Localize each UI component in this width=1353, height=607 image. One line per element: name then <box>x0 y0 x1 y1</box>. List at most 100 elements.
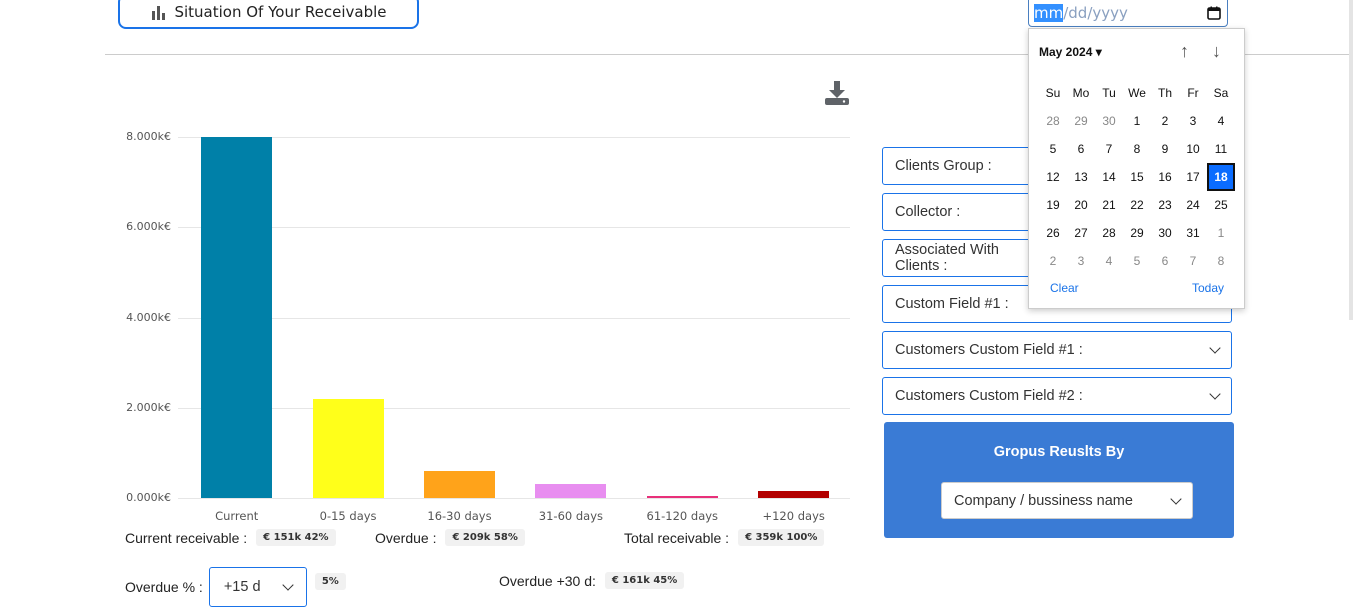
overdue-pct-select-value: +15 d <box>223 579 261 595</box>
gridline <box>178 137 850 138</box>
overdue-pct-select[interactable]: +15 d <box>208 567 307 607</box>
calendar-day[interactable]: 28 <box>1102 226 1116 240</box>
y-tick-label: 0.000k€ <box>126 491 171 504</box>
x-tick-label: Current <box>215 509 259 523</box>
calendar-day[interactable]: 15 <box>1130 170 1144 184</box>
bar-31-60-days[interactable] <box>535 484 607 498</box>
next-month-arrow-icon[interactable]: ↓ <box>1212 41 1221 61</box>
calendar-day[interactable]: 30 <box>1158 226 1172 240</box>
filter-label: Customers Custom Field #2 : <box>895 388 1083 404</box>
calendar-popup: May 2024 ▾ ↑ ↓ Su Mo Tu We Th Fr Sa 28 29 30 1 2 3 4 5… <box>1028 28 1245 309</box>
overdue-30-value: € 161k 45% <box>604 572 685 589</box>
calendar-day[interactable]: 3 <box>1189 114 1197 128</box>
date-input[interactable]: mm/dd/yyyy <box>1028 0 1228 27</box>
x-tick-label: +120 days <box>762 509 825 523</box>
calendar-day[interactable]: 4 <box>1105 254 1113 268</box>
total-receivable-label: Total receivable : <box>624 529 730 546</box>
calendar-day[interactable]: 30 <box>1102 114 1116 128</box>
current-receivable-label: Current receivable : <box>125 529 248 546</box>
calendar-day[interactable]: 3 <box>1077 254 1085 268</box>
overdue-summary: Overdue : € 209k 58% <box>375 529 525 546</box>
month-year-picker[interactable]: May 2024 ▾ <box>1039 45 1102 59</box>
calendar-day[interactable]: 23 <box>1158 198 1172 212</box>
calendar-day[interactable]: 5 <box>1133 254 1141 268</box>
divider <box>105 54 1353 55</box>
clear-button[interactable]: Clear <box>1050 281 1079 295</box>
calendar-icon[interactable] <box>1207 6 1221 20</box>
calendar-day[interactable]: 6 <box>1161 254 1169 268</box>
y-tick-label: 6.000k€ <box>126 220 171 234</box>
calendar-day[interactable]: 28 <box>1046 114 1060 128</box>
gridline <box>178 317 850 319</box>
calendar-day[interactable]: 19 <box>1046 198 1060 212</box>
calendar-day[interactable]: 2 <box>1161 114 1169 128</box>
calendar-day[interactable]: 24 <box>1186 198 1200 212</box>
filter-label: Associated With Clients : <box>895 242 999 274</box>
situation-receivable-button[interactable]: Situation Of Your Receivable <box>118 0 419 29</box>
overdue-value: € 209k 58% <box>445 529 525 546</box>
calendar-day[interactable]: 7 <box>1105 142 1113 156</box>
calendar-day[interactable]: 27 <box>1074 226 1088 240</box>
calendar-day[interactable]: 14 <box>1102 170 1116 184</box>
calendar-day[interactable]: 8 <box>1133 142 1141 156</box>
overdue-pct-value: 5% <box>314 573 346 590</box>
weekday-header: Su <box>1045 86 1061 100</box>
calendar-day[interactable]: 16 <box>1158 170 1172 184</box>
calendar-day[interactable]: 17 <box>1186 170 1200 184</box>
bar-current[interactable] <box>201 137 273 498</box>
download-icon[interactable] <box>824 80 850 106</box>
weekday-header: Fr <box>1187 86 1199 100</box>
calendar-day[interactable]: 8 <box>1217 254 1225 268</box>
filter-customers-custom-field-1[interactable]: Customers Custom Field #1 : <box>882 331 1232 369</box>
calendar-day[interactable]: 25 <box>1214 198 1228 212</box>
group-results-value: Company / bussiness name <box>954 492 1133 509</box>
date-rest-segments[interactable]: /dd/yyyy <box>1063 4 1128 22</box>
calendar-day[interactable]: 5 <box>1049 142 1057 156</box>
calendar-day[interactable]: 9 <box>1161 142 1169 156</box>
bar-16-30-days[interactable] <box>424 470 495 498</box>
bar-61-120-days[interactable] <box>646 496 718 498</box>
calendar-day[interactable]: 31 <box>1186 226 1200 240</box>
chevron-down-icon <box>1170 492 1182 505</box>
weekday-header: Mo <box>1072 86 1090 100</box>
gridline <box>178 227 850 229</box>
calendar-day[interactable]: 12 <box>1046 170 1060 184</box>
date-month-segment[interactable]: mm <box>1034 4 1064 22</box>
chevron-down-icon <box>1209 388 1221 400</box>
total-receivable-value: € 359k 100% <box>738 529 825 546</box>
chevron-down-icon <box>1209 342 1221 354</box>
calendar-day[interactable]: 20 <box>1074 198 1088 212</box>
calendar-day[interactable]: 1 <box>1133 114 1141 128</box>
scrollbar[interactable] <box>1349 0 1353 320</box>
bar--120-days[interactable] <box>758 491 830 498</box>
calendar-day[interactable]: 11 <box>1214 142 1228 156</box>
calendar-day[interactable]: 26 <box>1046 226 1060 240</box>
calendar-day[interactable]: 6 <box>1077 142 1085 156</box>
calendar-day[interactable]: 29 <box>1074 114 1088 128</box>
bar-0-15-days[interactable] <box>312 398 384 498</box>
calendar-day[interactable]: 22 <box>1130 198 1144 212</box>
previous-month-arrow-icon[interactable]: ↑ <box>1180 41 1189 61</box>
today-button[interactable]: Today <box>1192 281 1225 295</box>
filter-customers-custom-field-2[interactable]: Customers Custom Field #2 : <box>882 377 1232 415</box>
situation-label: Situation Of Your Receivable <box>174 2 387 21</box>
calendar-day[interactable]: 29 <box>1130 226 1144 240</box>
calendar-grid: Su Mo Tu We Th Fr Sa 28 29 30 1 2 3 4 5 6 7 8 9 10 11 12 13 14 1… <box>1039 79 1235 275</box>
group-results-select[interactable]: Company / bussiness name <box>941 482 1193 519</box>
calendar-day[interactable]: 1 <box>1217 226 1225 240</box>
calendar-day[interactable]: 21 <box>1102 198 1116 212</box>
weekday-header: Tu <box>1102 86 1116 100</box>
weekday-header: Sa <box>1213 86 1229 100</box>
current-receivable-summary: Current receivable : € 151k 42% <box>125 529 336 546</box>
calendar-day[interactable]: 13 <box>1074 170 1088 184</box>
group-results-panel: Gropus Reuslts By Company / bussiness na… <box>884 422 1234 538</box>
y-tick-label: 4.000k€ <box>126 310 171 324</box>
weekday-header: Th <box>1157 86 1172 100</box>
overdue-label: Overdue : <box>375 529 437 546</box>
calendar-day[interactable]: 2 <box>1049 254 1057 268</box>
calendar-day[interactable]: 18 <box>1207 163 1235 191</box>
calendar-day[interactable]: 10 <box>1186 142 1200 156</box>
calendar-day[interactable]: 7 <box>1189 254 1197 268</box>
calendar-day[interactable]: 4 <box>1217 114 1225 128</box>
overdue-30-summary: Overdue +30 d: € 161k 45% <box>499 572 685 589</box>
